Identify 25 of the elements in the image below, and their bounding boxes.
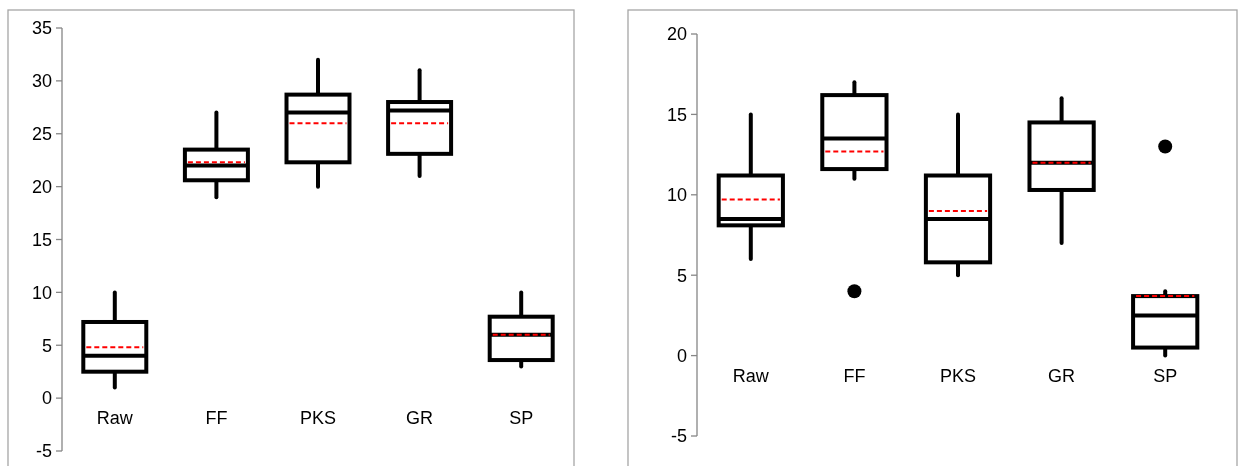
x-tick-label: FF — [205, 408, 228, 429]
y-tick-label: -5 — [35, 441, 52, 462]
x-tick-label: GR — [1048, 365, 1076, 386]
x-tick-label: Raw — [732, 365, 770, 386]
x-tick-label: GR — [406, 408, 434, 429]
y-tick-label: 15 — [31, 229, 52, 250]
x-tick-label: SP — [1153, 365, 1178, 386]
y-tick-label: 5 — [41, 335, 52, 356]
x-tick-label: Raw — [96, 408, 134, 429]
y-tick-label: 10 — [31, 282, 52, 303]
y-tick-label: 35 — [31, 18, 52, 39]
y-tick-label: 10 — [666, 185, 687, 206]
y-tick-label: 30 — [31, 71, 52, 92]
y-tick-label: 15 — [666, 104, 687, 125]
y-tick-label: 20 — [31, 176, 52, 197]
y-tick-label: 25 — [31, 124, 52, 145]
y-tick-label: 0 — [41, 388, 52, 409]
y-tick-label: 0 — [676, 345, 687, 366]
x-tick-label: SP — [509, 408, 534, 429]
x-tick-label: PKS — [299, 408, 337, 429]
y-tick-label: -5 — [670, 426, 687, 447]
x-tick-label: PKS — [939, 365, 977, 386]
y-tick-label: 20 — [666, 24, 687, 45]
x-tick-label: FF — [843, 365, 866, 386]
y-tick-label: 5 — [676, 265, 687, 286]
